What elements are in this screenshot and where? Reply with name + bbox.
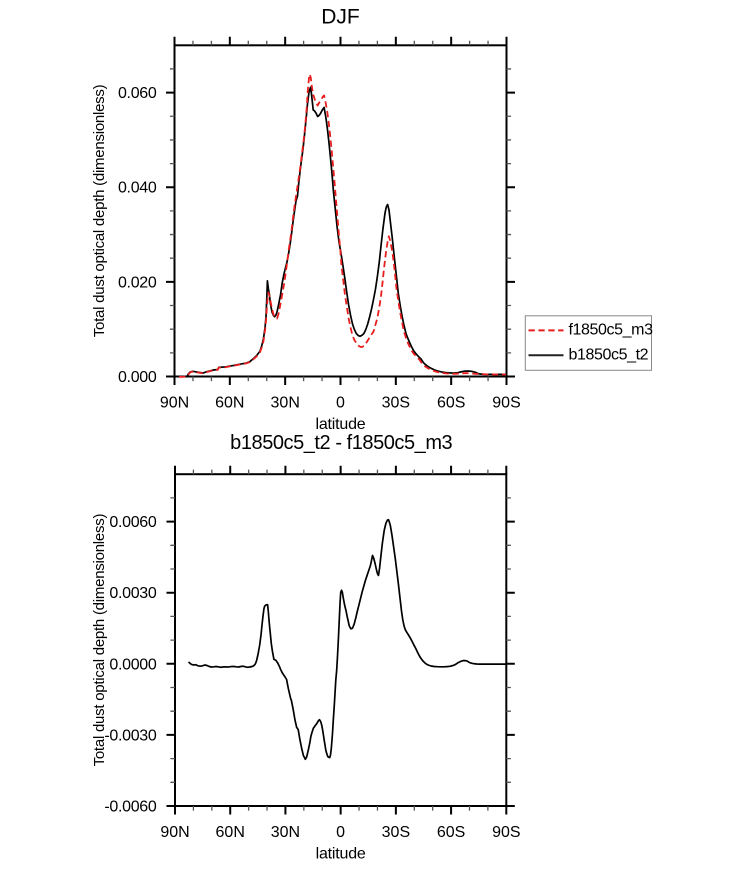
svg-text:f1850c5_m3: f1850c5_m3 — [569, 321, 654, 338]
svg-text:0.060: 0.060 — [118, 85, 157, 102]
svg-text:0.040: 0.040 — [118, 180, 157, 197]
svg-text:b1850c5_t2 - f1850c5_m3: b1850c5_t2 - f1850c5_m3 — [230, 432, 452, 454]
svg-text:Total dust optical depth (dime: Total dust optical depth (dimensionless) — [91, 84, 108, 337]
svg-text:-0.0060: -0.0060 — [104, 799, 157, 816]
svg-text:60N: 60N — [215, 395, 244, 412]
svg-text:0.0030: 0.0030 — [109, 585, 157, 602]
svg-text:0: 0 — [336, 824, 345, 841]
svg-text:Total dust optical depth (dime: Total dust optical depth (dimensionless) — [91, 514, 108, 767]
svg-text:DJF: DJF — [321, 6, 360, 29]
svg-text:0.0060: 0.0060 — [109, 514, 157, 531]
svg-text:0.000: 0.000 — [118, 369, 157, 386]
svg-text:60S: 60S — [437, 824, 465, 841]
svg-text:30N: 30N — [271, 395, 300, 412]
svg-text:30S: 30S — [382, 824, 410, 841]
svg-text:60S: 60S — [437, 395, 465, 412]
svg-text:90N: 90N — [160, 824, 189, 841]
svg-text:30N: 30N — [271, 824, 300, 841]
svg-text:30S: 30S — [382, 395, 410, 412]
svg-text:90S: 90S — [492, 824, 520, 841]
svg-text:-0.0030: -0.0030 — [104, 727, 157, 744]
svg-text:0: 0 — [336, 395, 345, 412]
svg-text:90N: 90N — [160, 395, 189, 412]
svg-text:0.020: 0.020 — [118, 274, 157, 291]
svg-text:b1850c5_t2: b1850c5_t2 — [569, 346, 649, 363]
svg-text:90S: 90S — [492, 395, 520, 412]
svg-text:60N: 60N — [216, 824, 245, 841]
svg-text:0.0000: 0.0000 — [109, 656, 157, 673]
svg-text:latitude: latitude — [316, 846, 366, 863]
svg-text:latitude: latitude — [316, 416, 366, 433]
